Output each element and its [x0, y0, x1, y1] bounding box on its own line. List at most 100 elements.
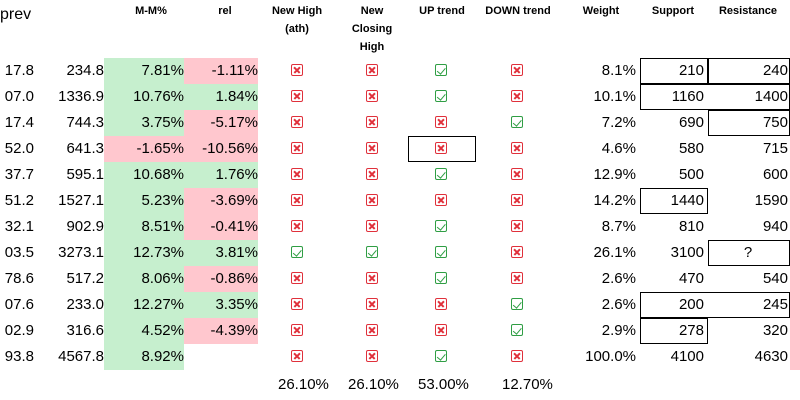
check-icon [366, 246, 378, 258]
cell-resistance: 1590 [754, 192, 788, 209]
cell-mm-pct: 8.06% [104, 266, 184, 292]
cell-weight: 8.1% [601, 62, 636, 79]
total-new-closing-high: 26.10% [348, 376, 399, 393]
cell-resistance: 540 [762, 270, 788, 287]
cell-weight: 2.6% [601, 296, 636, 313]
resistance-box-row3 [708, 110, 790, 136]
cell-prev: 517.2 [66, 270, 104, 287]
cell-prev: 595.1 [66, 166, 104, 183]
cell-support: 580 [678, 140, 704, 157]
cell-weight: 2.9% [601, 322, 636, 339]
header-new-closing-high: New Closing High [351, 5, 393, 53]
cell-support: 810 [678, 218, 704, 235]
x-icon [291, 324, 303, 336]
cell-rel: -1.11% [184, 58, 258, 84]
cell-resistance: 600 [762, 166, 788, 183]
cell-support: 1440 [670, 192, 704, 209]
x-icon [291, 220, 303, 232]
x-icon [511, 272, 523, 284]
total-up-trend: 53.00% [418, 376, 469, 393]
cell-mm-pct: 7.81% [104, 58, 184, 84]
cell-prev: 316.6 [66, 322, 104, 339]
cell-prev-partial: 07.0 [4, 88, 34, 105]
x-icon [511, 168, 523, 180]
cell-prev-partial: 32.1 [4, 218, 34, 235]
cell-prev-partial: 51.2 [4, 192, 34, 209]
cell-rel: -0.86% [184, 266, 258, 292]
x-icon [511, 350, 523, 362]
cell-resistance: 4630 [754, 348, 788, 365]
cell-resistance: ? [743, 244, 753, 261]
cell-weight: 4.6% [601, 140, 636, 157]
x-icon [511, 194, 523, 206]
x-icon [291, 64, 303, 76]
cell-resistance: 715 [762, 140, 788, 157]
x-icon [435, 142, 447, 154]
check-icon [291, 246, 303, 258]
cell-mm-pct: 5.23% [104, 188, 184, 214]
cell-weight: 8.7% [601, 218, 636, 235]
cell-resistance: 240 [762, 62, 788, 79]
up-trend-box-row4 [408, 136, 476, 162]
cell-weight: 2.6% [601, 270, 636, 287]
cell-mm-pct: -1.65% [104, 136, 184, 162]
table-row: 07.0 1336.9 10.76% 1.84% 10.1% 1160 1400 [0, 84, 800, 110]
x-icon [435, 324, 447, 336]
cell-prev-partial: 52.0 [4, 140, 34, 157]
x-icon [366, 142, 378, 154]
cell-rel: -5.17% [184, 110, 258, 136]
cell-prev: 1527.1 [58, 192, 104, 209]
cell-rel: -4.39% [184, 318, 258, 344]
header-resistance: Resistance [718, 5, 778, 17]
table-row: 17.8 234.8 7.81% -1.11% 8.1% 210 240 [0, 58, 800, 84]
cell-rel: 3.81% [184, 240, 258, 266]
x-icon [435, 298, 447, 310]
header-up-trend: UP trend [419, 5, 465, 17]
x-icon [366, 168, 378, 180]
cell-weight: 12.9% [593, 166, 636, 183]
x-icon [511, 220, 523, 232]
x-icon [366, 324, 378, 336]
check-icon [435, 90, 447, 102]
x-icon [366, 64, 378, 76]
header-prev-partial: prev [0, 6, 32, 23]
cell-rel: 3.35% [184, 292, 258, 318]
check-icon [435, 272, 447, 284]
cell-rel [184, 344, 258, 370]
right-edge-fill [790, 0, 800, 370]
check-icon [511, 298, 523, 310]
x-icon [435, 194, 447, 206]
support-box-row6 [640, 188, 708, 214]
cell-support: 470 [678, 270, 704, 287]
cell-rel: -10.56% [184, 136, 258, 162]
cell-resistance: 940 [762, 218, 788, 235]
cell-support: 3100 [670, 244, 704, 261]
cell-resistance: 320 [762, 322, 788, 339]
table-row: 52.0 641.3 -1.65% -10.56% 4.6% 580 715 [0, 136, 800, 162]
cell-mm-pct: 10.76% [104, 84, 184, 110]
header-support: Support [651, 5, 695, 17]
table-row: 93.8 4567.8 8.92% 100.0% 4100 4630 [0, 344, 800, 370]
table-row: 17.4 744.3 3.75% -5.17% 7.2% 690 750 [0, 110, 800, 136]
check-icon [435, 64, 447, 76]
x-icon [366, 220, 378, 232]
cell-resistance: 1400 [754, 88, 788, 105]
cell-support: 200 [678, 296, 704, 313]
cell-weight: 100.0% [585, 348, 636, 365]
x-icon [291, 272, 303, 284]
cell-prev-partial: 03.5 [4, 244, 34, 261]
header-new-high: New High (ath) [271, 5, 323, 35]
support-box-row1 [640, 58, 708, 84]
table-row: 03.5 3273.1 12.73% 3.81% 26.1% 3100? [0, 240, 800, 266]
cell-support: 4100 [670, 348, 704, 365]
check-icon [435, 350, 447, 362]
cell-rel: 1.76% [184, 162, 258, 188]
cell-prev-partial: 37.7 [4, 166, 34, 183]
cell-rel: -3.69% [184, 188, 258, 214]
x-icon [366, 194, 378, 206]
x-icon [291, 116, 303, 128]
check-icon [511, 324, 523, 336]
check-icon [511, 116, 523, 128]
cell-prev-partial: 17.4 [4, 114, 34, 131]
check-icon [435, 220, 447, 232]
